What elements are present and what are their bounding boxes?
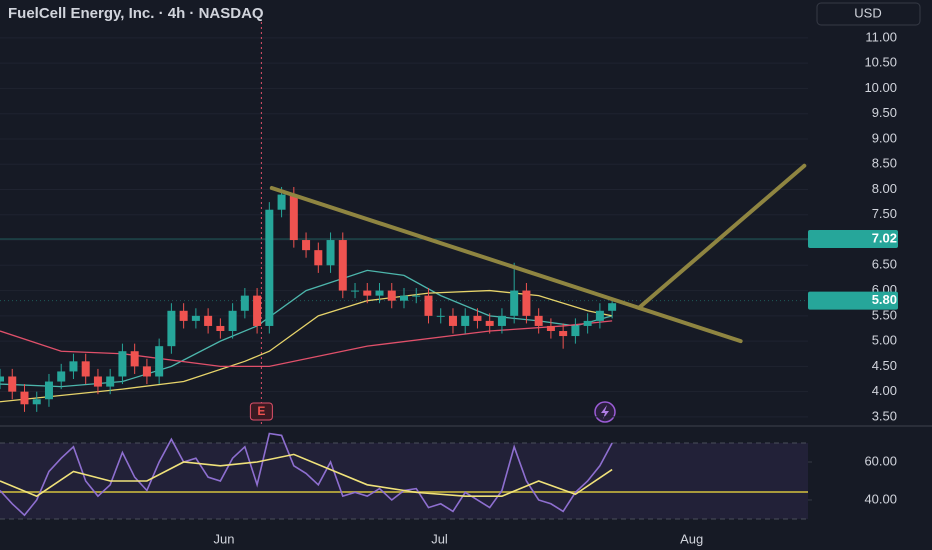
- x-tick-label: Jul: [431, 531, 448, 546]
- y-tick-label: 9.50: [872, 105, 897, 120]
- candle-body: [155, 346, 164, 377]
- alert-icon[interactable]: [594, 401, 616, 423]
- candle-body: [412, 295, 421, 297]
- candle-body: [191, 315, 200, 321]
- candle-body: [32, 399, 41, 405]
- candle-body: [265, 209, 274, 326]
- icon-bolt[interactable]: [601, 405, 609, 419]
- candle-body: [69, 361, 78, 372]
- candle-body: [240, 295, 249, 311]
- candle-body: [167, 310, 176, 347]
- candle-body: [448, 315, 457, 326]
- candle-body: [93, 376, 102, 387]
- y-tick-label: 7.50: [872, 206, 897, 221]
- y-tick-label: 10.50: [864, 55, 897, 70]
- y-tick-label: 9.00: [872, 130, 897, 145]
- candle-body: [546, 325, 555, 332]
- x-tick-label: Aug: [680, 531, 703, 546]
- candle-body: [559, 331, 568, 337]
- price-badge: [808, 291, 898, 310]
- candle-body: [216, 325, 225, 332]
- candle-body: [534, 315, 543, 326]
- candle-body: [522, 290, 531, 316]
- y-tick-label: 8.00: [872, 181, 897, 196]
- y-tick-label: 11.00: [865, 29, 897, 44]
- currency-button[interactable]: [816, 2, 921, 26]
- candle-body: [44, 381, 53, 400]
- candle-body: [510, 290, 519, 316]
- candle-body: [0, 376, 4, 382]
- candle-body: [473, 315, 482, 321]
- candle-body: [424, 295, 433, 316]
- candle-body: [106, 376, 115, 387]
- candle-body: [363, 290, 372, 296]
- y-tick-label: 40.00: [864, 491, 897, 506]
- moving-average: [0, 269, 613, 388]
- candle-body: [228, 310, 237, 332]
- candle-body: [179, 310, 188, 321]
- candle-body: [375, 290, 384, 296]
- y-tick-label: 4.50: [872, 358, 897, 373]
- candle-body: [81, 361, 90, 377]
- candle-body: [130, 351, 139, 367]
- trendline[interactable]: [269, 185, 743, 344]
- y-tick-label: 10.00: [864, 80, 897, 95]
- candle-body: [57, 371, 66, 382]
- candle-body: [253, 295, 262, 326]
- y-tick-label: 3.50: [872, 408, 897, 423]
- candle-body: [142, 366, 151, 377]
- y-tick-label: 4.00: [872, 383, 897, 398]
- candle-body: [387, 290, 396, 301]
- currency-label[interactable]: USD: [854, 5, 881, 20]
- candle-body: [204, 315, 213, 326]
- y-tick-label: 5.50: [872, 307, 897, 322]
- price-badge-label: 5.80: [872, 292, 897, 307]
- candle-body: [338, 240, 347, 291]
- candle-body: [400, 295, 408, 301]
- line-series: [0, 432, 613, 517]
- trendline[interactable]: [637, 163, 807, 310]
- y-tick-label: 5.00: [872, 333, 897, 348]
- candle-body: [277, 194, 286, 210]
- candle-body: [314, 250, 323, 266]
- candle-body: [571, 325, 580, 337]
- candle-body: [289, 194, 298, 241]
- candle-body: [461, 315, 470, 326]
- event-marker[interactable]: [249, 402, 273, 421]
- candle-body: [20, 391, 29, 405]
- y-tick-label: 60.00: [864, 453, 897, 468]
- candle-body: [326, 240, 335, 266]
- event-label: E: [257, 404, 265, 418]
- candle-body: [608, 303, 617, 311]
- price-badge-label: 7.02: [872, 230, 897, 245]
- candle-body: [436, 315, 445, 317]
- candle-body: [8, 376, 17, 392]
- candle-body: [583, 320, 592, 326]
- candle-body: [595, 310, 604, 321]
- candle-body: [118, 351, 127, 377]
- line-series: [0, 453, 613, 498]
- y-tick-label: 8.50: [872, 156, 897, 171]
- x-tick-label: Jun: [214, 531, 235, 546]
- price-badge: [808, 230, 898, 249]
- candle-body: [351, 290, 360, 292]
- y-tick-label: 6.50: [872, 257, 897, 272]
- candle-body: [302, 240, 311, 251]
- candle-body: [497, 315, 506, 326]
- chart-title: FuelCell Energy, Inc. · 4h · NASDAQ: [8, 5, 264, 22]
- candle-body: [485, 320, 494, 326]
- moving-average: [0, 289, 613, 403]
